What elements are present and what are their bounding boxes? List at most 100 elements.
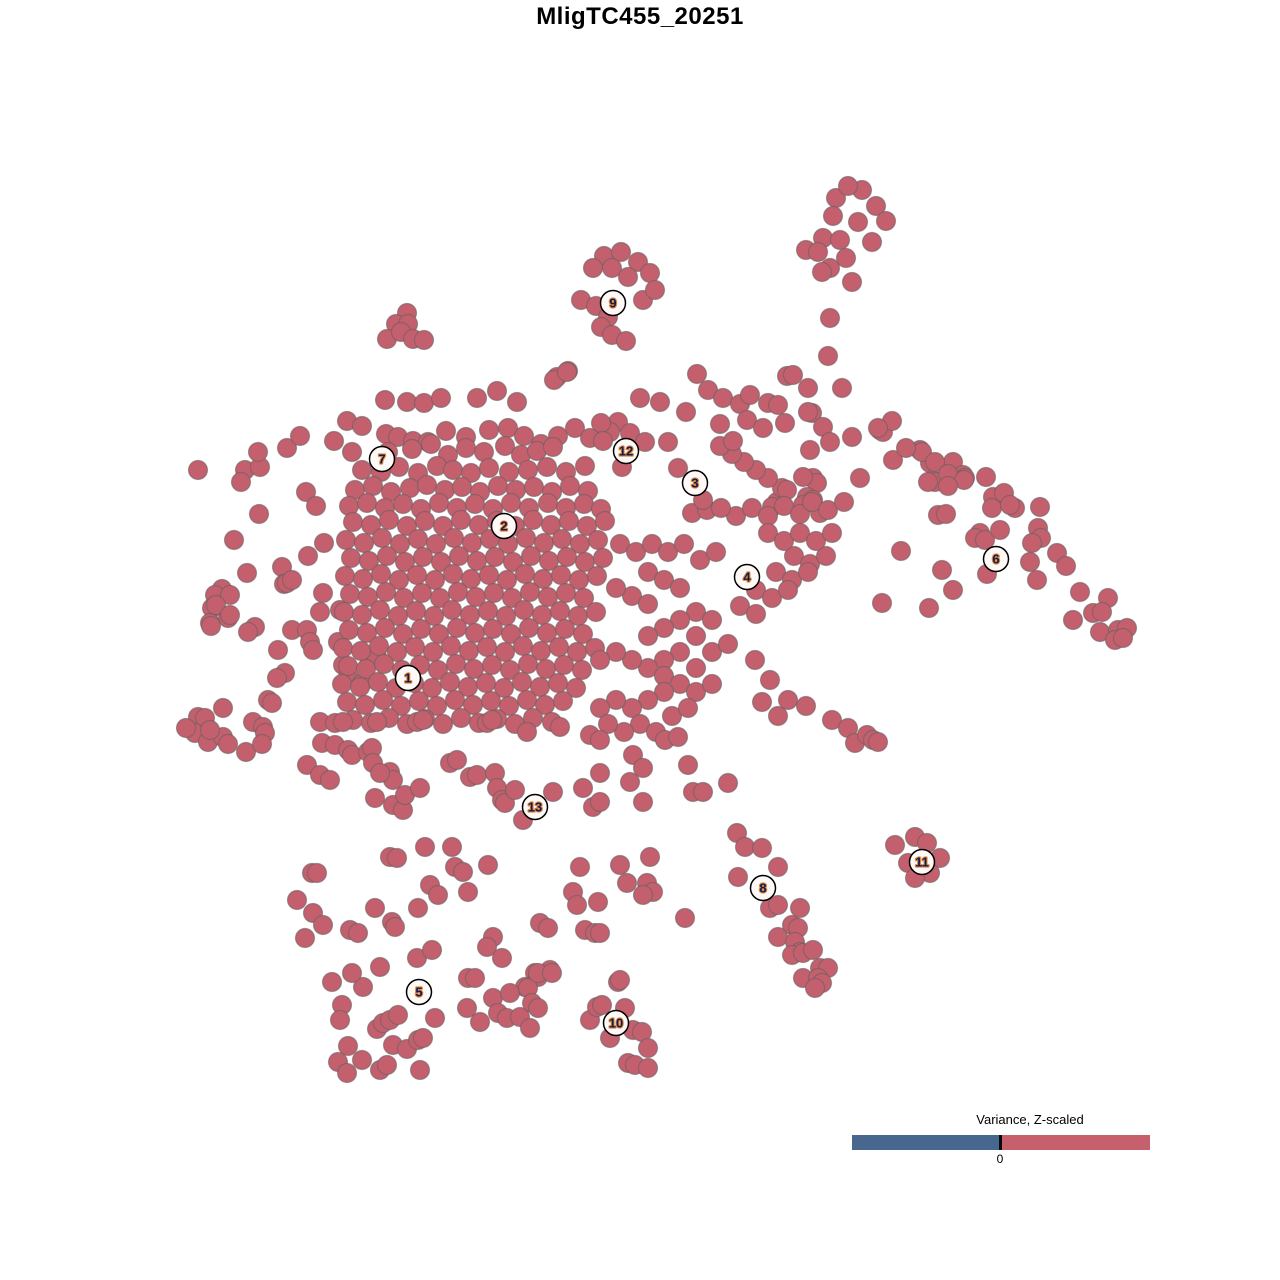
data-point <box>1091 601 1113 623</box>
data-point <box>617 266 639 288</box>
data-point <box>572 623 594 645</box>
data-point <box>323 430 345 452</box>
data-point <box>777 579 799 601</box>
data-point <box>448 545 470 567</box>
cluster-label: 3 <box>681 469 709 497</box>
data-point <box>924 451 946 473</box>
data-point <box>513 599 535 621</box>
data-point <box>589 697 611 719</box>
data-point <box>237 621 259 643</box>
data-point <box>537 492 559 514</box>
data-point <box>974 529 996 551</box>
data-point <box>675 401 697 423</box>
data-point <box>709 413 731 435</box>
data-point <box>759 669 781 691</box>
data-point <box>621 649 643 671</box>
data-point <box>384 916 406 938</box>
data-point <box>352 568 374 590</box>
data-point <box>817 499 839 521</box>
data-point <box>464 493 486 515</box>
data-point <box>729 595 751 617</box>
cluster-label-circle <box>368 445 396 473</box>
data-point <box>527 997 549 1019</box>
data-point <box>765 561 787 583</box>
data-point <box>200 615 222 637</box>
data-point <box>867 417 889 439</box>
data-point <box>236 562 258 584</box>
data-point <box>426 695 448 717</box>
data-point <box>667 457 689 479</box>
data-point <box>822 205 844 227</box>
data-point <box>494 435 516 457</box>
data-point <box>205 594 227 616</box>
data-point <box>396 391 418 413</box>
data-point <box>797 561 819 583</box>
data-point <box>502 551 524 573</box>
data-point <box>481 654 503 676</box>
data-point <box>392 493 414 515</box>
data-point <box>637 1057 659 1079</box>
data-point <box>235 741 257 763</box>
data-point <box>369 956 391 978</box>
data-point <box>861 231 883 253</box>
data-point <box>837 175 859 197</box>
data-point <box>375 581 397 603</box>
data-point <box>367 671 389 693</box>
data-point <box>506 391 528 413</box>
data-point <box>782 364 804 386</box>
data-point <box>717 633 739 655</box>
data-point <box>587 891 609 913</box>
data-point <box>653 617 675 639</box>
data-point <box>447 581 469 603</box>
data-point <box>469 1011 491 1033</box>
cluster-label-text: 6 <box>992 552 999 567</box>
data-point <box>1069 581 1091 603</box>
data-point <box>653 569 675 591</box>
cluster-label-circle <box>602 1009 630 1037</box>
data-point <box>639 846 661 868</box>
data-point <box>701 609 723 631</box>
data-point <box>442 459 464 481</box>
data-point <box>199 719 221 741</box>
cluster-label: 11 <box>908 848 936 876</box>
data-point <box>639 262 661 284</box>
data-point <box>407 897 429 919</box>
data-point <box>456 997 478 1019</box>
data-point <box>441 599 463 621</box>
data-point <box>722 430 744 452</box>
cluster-label-circle <box>749 874 777 902</box>
data-point <box>1026 569 1048 591</box>
data-point <box>350 640 372 662</box>
data-point <box>413 329 435 351</box>
data-point <box>657 431 679 453</box>
data-point <box>341 962 363 984</box>
data-point <box>705 541 727 563</box>
data-point <box>736 409 758 431</box>
data-point <box>295 481 317 503</box>
data-point <box>644 279 666 301</box>
data-point <box>610 241 632 263</box>
data-point <box>351 415 373 437</box>
data-point <box>601 257 623 279</box>
data-point <box>281 569 303 591</box>
data-point <box>404 636 426 658</box>
data-point <box>777 689 799 711</box>
cluster-label-text: 4 <box>743 570 751 585</box>
data-point <box>336 1062 358 1084</box>
data-point <box>312 582 334 604</box>
data-point <box>701 673 723 695</box>
data-point <box>441 836 463 858</box>
data-point <box>871 592 893 614</box>
data-point <box>554 618 576 640</box>
data-point <box>374 617 396 639</box>
data-point <box>574 455 596 477</box>
data-point <box>483 582 505 604</box>
data-point <box>305 495 327 517</box>
data-point <box>605 641 627 663</box>
data-point <box>717 772 739 794</box>
data-point <box>337 1035 359 1057</box>
data-point <box>313 532 335 554</box>
data-point <box>895 437 917 459</box>
data-point <box>829 229 851 251</box>
data-point <box>669 673 691 695</box>
